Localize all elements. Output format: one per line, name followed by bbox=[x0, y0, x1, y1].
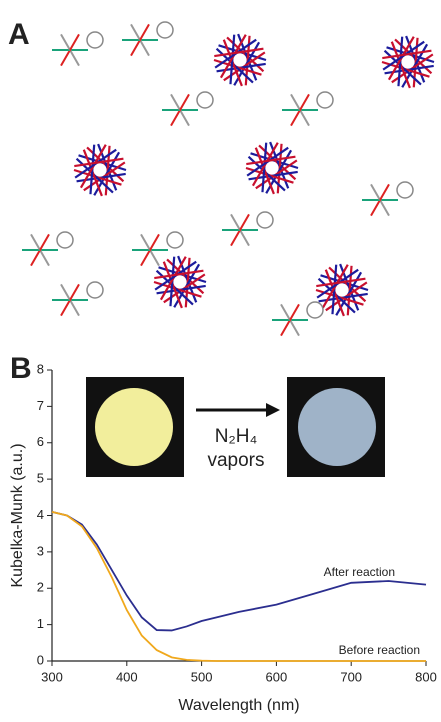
bond bbox=[290, 320, 299, 336]
series-label: Before reaction bbox=[339, 643, 420, 657]
ring bbox=[197, 92, 213, 108]
bond bbox=[61, 50, 70, 66]
y-axis-label: Kubelka-Munk (a.u.) bbox=[9, 443, 26, 587]
bond bbox=[231, 230, 240, 246]
bond bbox=[281, 304, 290, 320]
ring bbox=[167, 232, 183, 248]
bond bbox=[240, 214, 249, 230]
bond bbox=[140, 40, 149, 56]
ring bbox=[397, 182, 413, 198]
y-tick-label: 3 bbox=[37, 543, 44, 558]
y-tick-label: 7 bbox=[37, 398, 44, 413]
series-label: After reaction bbox=[324, 565, 395, 579]
y-tick-label: 5 bbox=[37, 471, 44, 486]
ring bbox=[317, 92, 333, 108]
bond bbox=[300, 94, 309, 110]
bond bbox=[300, 110, 309, 126]
bond bbox=[231, 214, 240, 230]
bond bbox=[180, 110, 189, 126]
arrow-head bbox=[266, 403, 280, 417]
condition: vapors bbox=[207, 450, 264, 471]
bond bbox=[131, 24, 140, 40]
bond bbox=[290, 304, 299, 320]
x-tick-label: 400 bbox=[116, 669, 138, 684]
reagent: N₂H₄ bbox=[215, 426, 258, 447]
y-tick-label: 1 bbox=[37, 616, 44, 631]
ring bbox=[257, 212, 273, 228]
x-tick-label: 800 bbox=[415, 669, 437, 684]
bond bbox=[141, 234, 150, 250]
y-tick-label: 6 bbox=[37, 434, 44, 449]
sample-disc bbox=[298, 388, 376, 466]
bond bbox=[61, 284, 70, 300]
ring bbox=[57, 232, 73, 248]
bond bbox=[281, 320, 290, 336]
bond bbox=[40, 250, 49, 266]
ring bbox=[157, 22, 173, 38]
bond bbox=[40, 234, 49, 250]
x-axis-label: Wavelength (nm) bbox=[178, 697, 299, 714]
bond bbox=[61, 34, 70, 50]
bond bbox=[171, 110, 180, 126]
bond bbox=[380, 200, 389, 216]
bond bbox=[150, 234, 159, 250]
ring bbox=[87, 32, 103, 48]
bond bbox=[70, 34, 79, 50]
bond bbox=[70, 50, 79, 66]
crystal-structure bbox=[22, 22, 434, 336]
bond bbox=[140, 24, 149, 40]
bond bbox=[31, 250, 40, 266]
bond bbox=[70, 284, 79, 300]
bond bbox=[150, 250, 159, 266]
y-tick-label: 2 bbox=[37, 580, 44, 595]
bond bbox=[31, 234, 40, 250]
panel-label: B bbox=[10, 352, 32, 385]
y-tick-label: 0 bbox=[37, 652, 44, 667]
bond bbox=[240, 230, 249, 246]
x-tick-label: 500 bbox=[191, 669, 213, 684]
y-tick-label: 4 bbox=[37, 507, 44, 522]
ring bbox=[87, 282, 103, 298]
bond bbox=[380, 184, 389, 200]
ring bbox=[307, 302, 323, 318]
inset: N₂H₄ vapors bbox=[86, 377, 385, 477]
y-tick-label: 8 bbox=[37, 361, 44, 376]
x-tick-label: 700 bbox=[340, 669, 362, 684]
bond bbox=[180, 94, 189, 110]
figure: A B N₂H₄ vapors 0 1 2 3 4 5 6 7 8 300 400 500 600 700… bbox=[0, 0, 441, 722]
bond bbox=[291, 94, 300, 110]
bond bbox=[371, 184, 380, 200]
x-tick-label: 300 bbox=[41, 669, 63, 684]
sample-disc bbox=[95, 388, 173, 466]
series-line bbox=[52, 512, 426, 661]
panel-label: A bbox=[8, 18, 30, 51]
x-tick-label: 600 bbox=[266, 669, 288, 684]
bond bbox=[131, 40, 140, 56]
bond bbox=[171, 94, 180, 110]
bond bbox=[371, 200, 380, 216]
bond bbox=[291, 110, 300, 126]
bond bbox=[70, 300, 79, 316]
bond bbox=[141, 250, 150, 266]
bond bbox=[61, 300, 70, 316]
